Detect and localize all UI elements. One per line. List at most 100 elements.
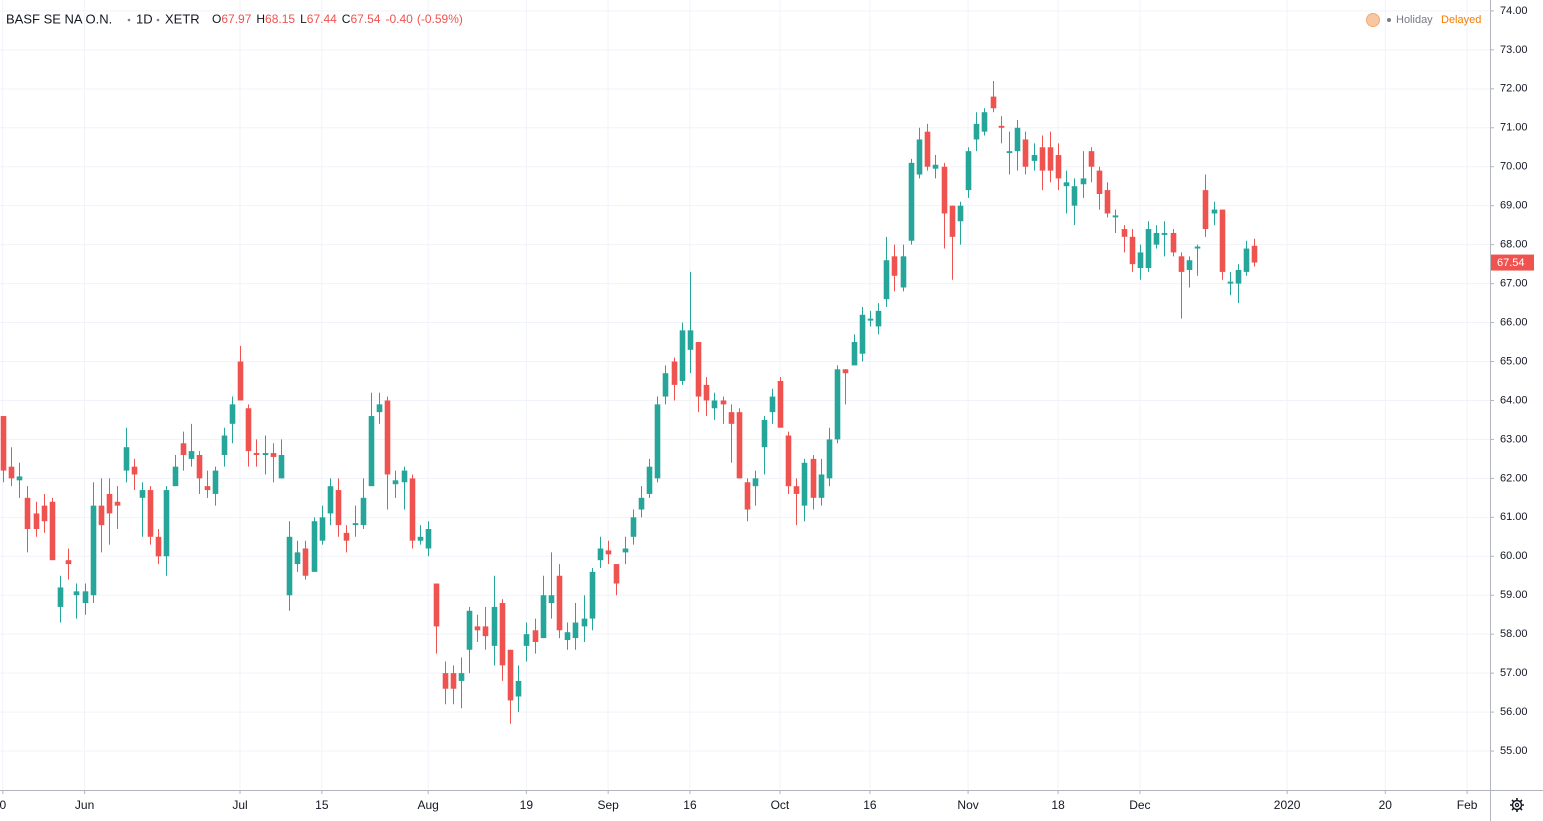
y-tick-label: 74.00 [1500, 5, 1528, 17]
candle-body [311, 521, 318, 572]
separator [127, 18, 131, 22]
candle-body [736, 412, 743, 479]
x-tick-label: 18 [1051, 798, 1065, 812]
change: -0.40 [386, 12, 414, 26]
candle-body [1227, 281, 1234, 284]
status-dot [1387, 18, 1391, 22]
candle-body [671, 361, 678, 385]
candle-body [409, 478, 416, 541]
y-tick-label: 66.00 [1500, 316, 1528, 328]
candle-body [867, 318, 874, 321]
candle-body [401, 470, 408, 483]
candle-body [834, 369, 841, 440]
y-tick-label: 58.00 [1500, 628, 1528, 640]
candle-body [589, 571, 596, 619]
x-tick-label: Sep [597, 798, 619, 812]
candle-body [761, 419, 768, 448]
candle-body [147, 490, 154, 537]
candle-body [1243, 248, 1250, 272]
ohlc-key: L [300, 12, 307, 26]
candle-body [662, 373, 669, 397]
candle-body [0, 416, 7, 471]
x-tick-label: 15 [315, 798, 329, 812]
candle-body [1014, 127, 1021, 152]
candle-body [16, 476, 23, 481]
candle-body [442, 673, 449, 689]
candle-body [98, 505, 105, 526]
candle-body [1235, 269, 1242, 284]
candle-body [163, 490, 170, 557]
candle-body [482, 626, 489, 637]
candle-body [981, 112, 988, 132]
candle-body [82, 591, 89, 604]
candle-body [638, 497, 645, 510]
candle-body [123, 447, 130, 471]
candle-body [73, 591, 80, 596]
candle-body [1186, 260, 1193, 270]
last-price-badge [1491, 254, 1534, 271]
candle-body [924, 131, 931, 167]
candle-body [1063, 182, 1070, 187]
candle-body [1121, 229, 1128, 237]
candle-body [237, 361, 244, 401]
candle-body [826, 439, 833, 479]
candle-body [679, 330, 686, 381]
y-tick-label: 57.00 [1500, 667, 1528, 679]
ohlc-value: 67.54 [350, 12, 380, 26]
candle-body [1080, 178, 1087, 185]
candle-body [90, 505, 97, 596]
candle-body [769, 396, 776, 413]
candle-body [1145, 229, 1152, 269]
x-tick-label: Feb [1457, 798, 1478, 812]
candle-body [433, 583, 440, 627]
candle-body [941, 166, 948, 214]
candle-body [507, 649, 514, 701]
candle-body [548, 595, 555, 604]
x-tick-label: 19 [520, 798, 534, 812]
candle-body [720, 400, 727, 405]
candle-body [990, 96, 997, 109]
candle-body [262, 453, 269, 455]
candle-body [294, 552, 301, 565]
candle-body [319, 517, 326, 541]
candle-body [1096, 170, 1103, 194]
candle-body [57, 587, 64, 607]
x-tick-label: Oct [771, 798, 790, 812]
candle-body [376, 404, 383, 413]
y-tick-label: 73.00 [1500, 44, 1528, 56]
candle-body [458, 673, 465, 681]
candle-body [556, 575, 563, 631]
candle-body [188, 451, 195, 459]
candle-body [1039, 147, 1046, 171]
candle-body [384, 400, 391, 475]
candle-body [842, 369, 849, 374]
legend: BASF SE NA O.N. 1D XETR O67.97 H68.15 L67.… [6, 11, 1481, 27]
candle-body [564, 632, 571, 641]
axes: 55.00 56.00 57.00 58.00 59.00 60.00 61.00 62.00… [0, 5, 1534, 812]
candle-body [932, 164, 939, 169]
candle-body [581, 618, 588, 627]
gear-teeth [1510, 798, 1524, 812]
candle-body [286, 536, 293, 596]
candle-body [229, 404, 236, 424]
ohlc-key: C [342, 12, 351, 26]
candle-body [221, 435, 228, 455]
candle-body [891, 256, 898, 276]
candle-body [1104, 190, 1111, 214]
candle-body [1055, 155, 1062, 179]
candle-body [114, 501, 121, 506]
candle-body [106, 493, 113, 514]
candle-body [24, 497, 31, 530]
candle-body [540, 595, 547, 639]
candle-body [1112, 215, 1119, 218]
holiday-label: Holiday [1396, 14, 1433, 26]
candle-body [212, 470, 219, 494]
candle-body [491, 606, 498, 646]
candle-body [1022, 139, 1029, 167]
candle-body [728, 412, 735, 424]
settings-icon[interactable] [1510, 798, 1524, 812]
candle-body [49, 501, 56, 561]
candle-body [196, 454, 203, 479]
candle-body [33, 513, 40, 530]
gear-hub [1514, 802, 1520, 808]
